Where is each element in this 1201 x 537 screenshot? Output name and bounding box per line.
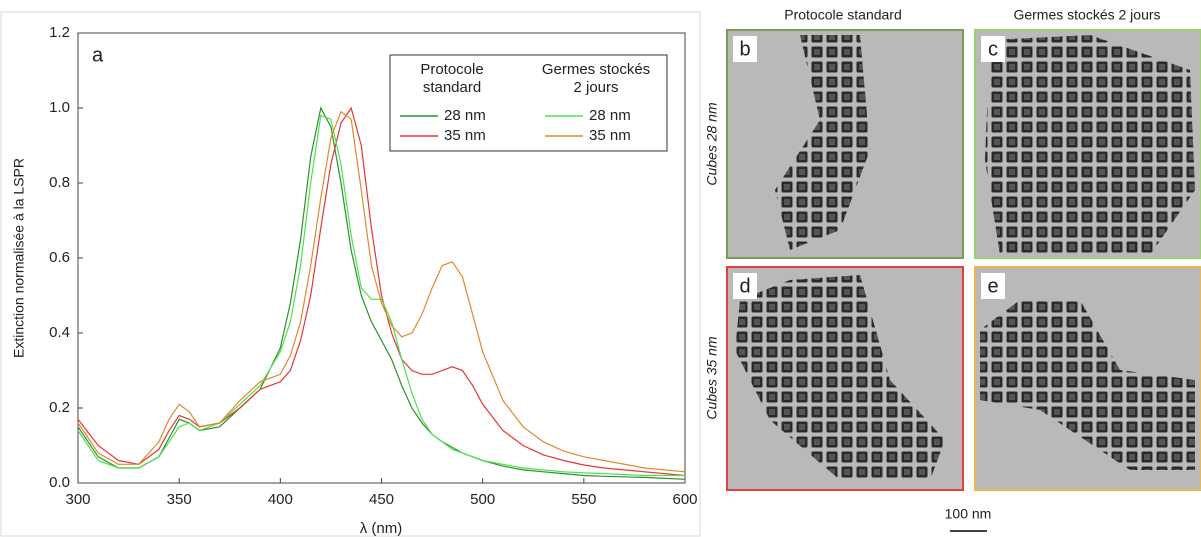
cube-cluster bbox=[980, 300, 1195, 470]
legend-box bbox=[389, 54, 668, 152]
legend-group-title: 2 jours bbox=[573, 79, 618, 96]
scale-bar-label: 100 nm bbox=[945, 506, 992, 522]
panel-label-bg bbox=[981, 36, 1005, 62]
cube-cluster bbox=[775, 35, 870, 250]
panel-label-bg bbox=[733, 36, 757, 62]
y-tick-label: 0.6 bbox=[49, 249, 70, 266]
cube-cluster bbox=[735, 275, 945, 480]
series-line bbox=[77, 110, 686, 473]
x-tick-label: 450 bbox=[369, 491, 394, 508]
panel-label: b bbox=[739, 38, 750, 60]
column-title: Germes stockés 2 jours bbox=[1013, 7, 1160, 23]
row-title: Cubes 28 nm bbox=[704, 102, 720, 186]
series-line bbox=[77, 106, 686, 480]
y-tick-label: 0.4 bbox=[49, 324, 70, 341]
x-axis-title: λ (nm) bbox=[360, 520, 403, 537]
legend-label: 35 nm bbox=[589, 127, 631, 144]
y-tick-label: 1.2 bbox=[49, 24, 70, 41]
tem-images: Protocole standard Germes stockés 2 jour… bbox=[704, 7, 1201, 532]
cube-cluster bbox=[985, 35, 1195, 255]
x-tick-label: 400 bbox=[268, 491, 293, 508]
series-line bbox=[77, 106, 686, 477]
row-title: Cubes 35 nm bbox=[704, 336, 720, 420]
legend-group-title: Protocole bbox=[420, 61, 483, 78]
panel-label: d bbox=[739, 275, 750, 297]
x-tick-label: 300 bbox=[65, 491, 90, 508]
legend-group-title: standard bbox=[423, 79, 481, 96]
column-title: Protocole standard bbox=[784, 7, 902, 23]
chart-frame bbox=[0, 11, 701, 537]
legend-label: 35 nm bbox=[444, 127, 486, 144]
y-tick-label: 0.2 bbox=[49, 399, 70, 416]
x-tick-label: 600 bbox=[672, 491, 697, 508]
panel-label: c bbox=[988, 38, 998, 60]
x-tick-label: 500 bbox=[470, 491, 495, 508]
panel-label-bg bbox=[733, 273, 757, 299]
legend-group-title: Germes stockés bbox=[542, 61, 650, 78]
x-tick-label: 350 bbox=[167, 491, 192, 508]
panel-label: a bbox=[92, 44, 104, 66]
y-tick-label: 0.8 bbox=[49, 174, 70, 191]
panel-label-bg bbox=[981, 273, 1005, 299]
y-axis-title: Extinction normalisée à la LSPR bbox=[11, 158, 27, 358]
y-tick-label: 0.0 bbox=[49, 474, 70, 491]
panel-label: e bbox=[987, 275, 998, 297]
series-line bbox=[77, 114, 685, 477]
legend-label: 28 nm bbox=[444, 107, 486, 124]
x-tick-label: 550 bbox=[571, 491, 596, 508]
y-tick-label: 1.0 bbox=[49, 99, 70, 116]
legend-label: 28 nm bbox=[589, 107, 631, 124]
